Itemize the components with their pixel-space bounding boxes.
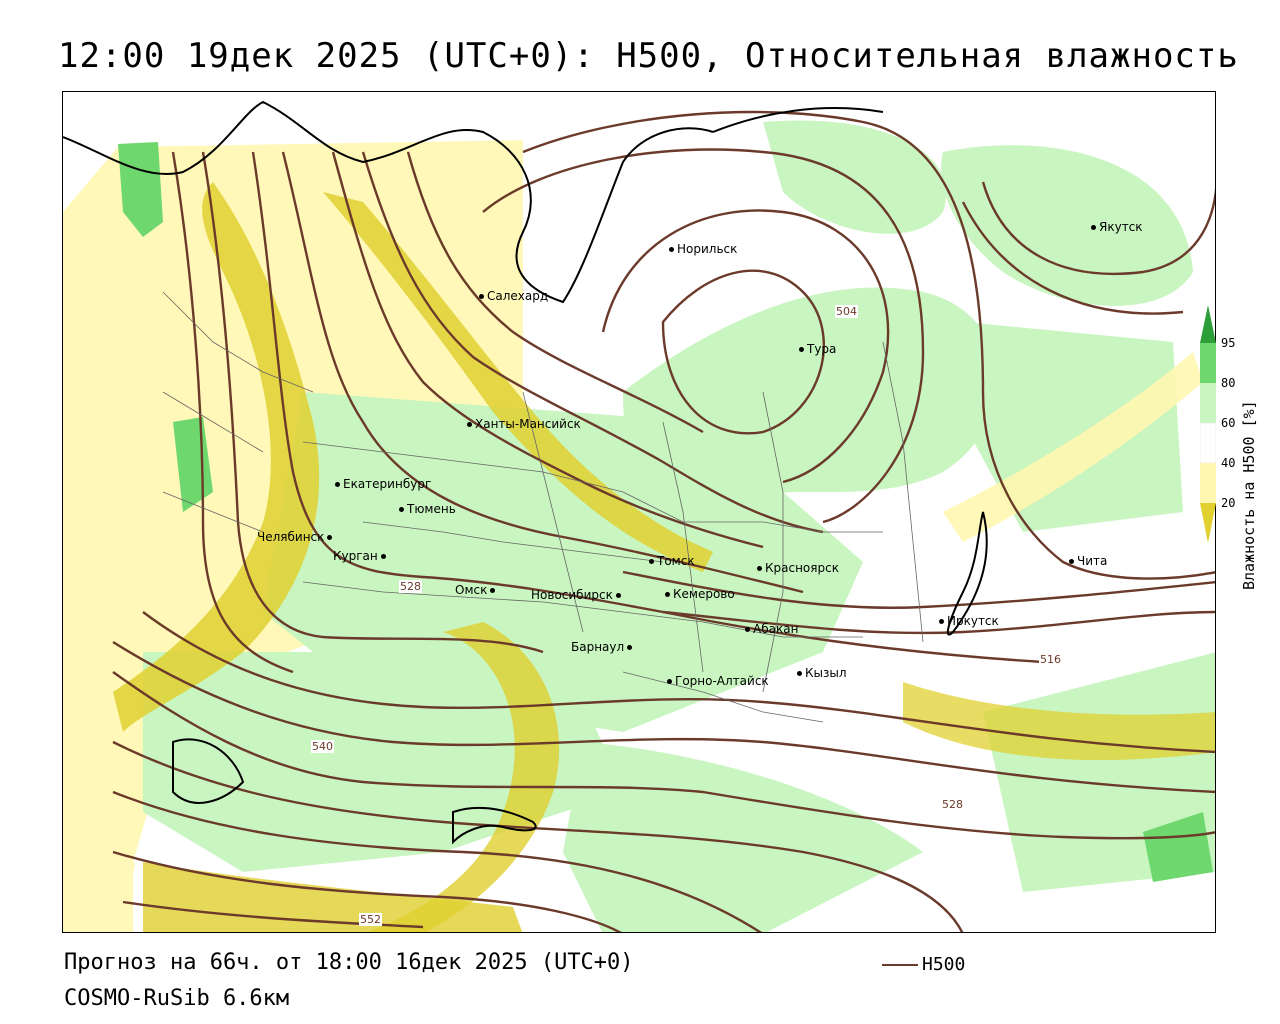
h500-legend-label: H500 — [922, 954, 966, 975]
city-kurgan: Курган — [333, 549, 389, 563]
city-label: Норильск — [677, 242, 738, 256]
humidity-field — [63, 120, 1215, 932]
colorbar-tick: 40 — [1221, 456, 1236, 470]
colorbar-60 — [1200, 383, 1216, 423]
city-dot-icon — [939, 619, 944, 624]
city-dot-icon — [1069, 559, 1074, 564]
colorbar-tick: 95 — [1221, 336, 1236, 350]
city-dot-icon — [757, 566, 762, 571]
city-tyumen: Тюмень — [399, 502, 456, 516]
city-yekaterinburg: Екатеринбург — [335, 477, 431, 491]
city-label: Курган — [333, 549, 378, 563]
city-label: Иркутск — [947, 614, 999, 628]
colorbar-title-text: Влажность на H500 [%] — [1240, 400, 1258, 590]
city-label: Новосибирск — [531, 588, 613, 602]
city-dot-icon — [627, 645, 633, 650]
humidity-colorbar — [1200, 305, 1216, 543]
colorbar-80 — [1200, 343, 1216, 383]
city-dot-icon — [667, 679, 672, 684]
colorbar-tick: 60 — [1221, 416, 1236, 430]
map-title: 12:00 19дек 2025 (UTC+0): H500, Относите… — [58, 36, 1239, 76]
city-label: Салехард — [487, 289, 549, 303]
city-khanty-mansiysk: Ханты-Мансийск — [467, 417, 581, 431]
city-label: Красноярск — [765, 561, 839, 575]
contour-label: 540 — [311, 740, 334, 753]
contour-label: 552 — [359, 913, 382, 926]
city-chelyabinsk: Челябинск — [257, 530, 335, 544]
city-dot-icon — [490, 588, 496, 593]
city-dot-icon — [669, 247, 674, 252]
city-tura: Тура — [799, 342, 836, 356]
city-dot-icon — [649, 559, 654, 564]
colorbar-40 — [1200, 422, 1216, 464]
city-label: Чита — [1077, 554, 1108, 568]
city-label: Кызыл — [805, 666, 847, 680]
colorbar-95 — [1200, 305, 1216, 343]
city-tomsk: Томск — [649, 554, 695, 568]
city-dot-icon — [1091, 225, 1096, 230]
city-norilsk: Норильск — [669, 242, 737, 256]
city-label: Горно-Алтайск — [675, 674, 769, 688]
colorbar-0 — [1200, 503, 1216, 543]
city-omsk: Омск — [455, 583, 498, 597]
contour-label: 504 — [835, 305, 858, 318]
contour-label: 516 — [1039, 653, 1062, 666]
city-abakan: Абакан — [745, 622, 798, 636]
city-dot-icon — [335, 482, 340, 487]
contour-label: 528 — [941, 798, 964, 811]
city-kyzyl: Кызыл — [797, 666, 847, 680]
contour-label: 528 — [399, 580, 422, 593]
city-label: Томск — [657, 554, 695, 568]
coastline — [63, 100, 988, 845]
city-dot-icon — [380, 554, 386, 559]
city-label: Ханты-Мансийск — [475, 417, 581, 431]
city-label: Барнаул — [571, 640, 625, 654]
city-barnaul: Барнаул — [571, 640, 635, 654]
city-chita: Чита — [1069, 554, 1107, 568]
city-label: Челябинск — [257, 530, 325, 544]
city-label: Абакан — [753, 622, 799, 636]
h500-line-swatch — [882, 963, 918, 966]
city-label: Тюмень — [407, 502, 456, 516]
city-label: Омск — [455, 583, 488, 597]
city-label: Екатеринбург — [343, 477, 432, 491]
city-kemerovo: Кемерово — [665, 587, 735, 601]
h500-contours — [112, 110, 1215, 932]
city-label: Тура — [807, 342, 837, 356]
city-label: Кемерово — [673, 587, 735, 601]
h500-legend: H500 — [882, 954, 965, 975]
city-dot-icon — [799, 347, 804, 352]
city-label: Якутск — [1099, 220, 1143, 234]
city-dot-icon — [327, 535, 333, 540]
city-dot-icon — [467, 422, 472, 427]
colorbar-20 — [1200, 463, 1216, 503]
city-dot-icon — [615, 593, 621, 598]
region-borders — [162, 291, 924, 723]
city-gorno-altaysk: Горно-Алтайск — [667, 674, 769, 688]
colorbar-tick: 20 — [1221, 496, 1236, 510]
city-dot-icon — [665, 592, 670, 597]
city-salekhard: Салехард — [479, 289, 548, 303]
map-canvas — [63, 100, 1215, 932]
city-yakutsk: Якутск — [1091, 220, 1143, 234]
city-novosibirsk: Новосибирск — [531, 588, 624, 602]
city-dot-icon — [797, 671, 802, 676]
city-dot-icon — [745, 627, 750, 632]
city-dot-icon — [479, 294, 484, 299]
weather-map: Якутск Норильск Салехард Тура Ханты-Манс… — [62, 91, 1216, 933]
colorbar-title: Влажность на H500 [%] — [1240, 320, 1260, 590]
city-krasnoyarsk: Красноярск — [757, 561, 839, 575]
model-name: COSMO-RuSib 6.6км — [64, 986, 290, 1011]
forecast-info: Прогноз на 66ч. от 18:00 16дек 2025 (UTC… — [64, 950, 634, 975]
city-irkutsk: Иркутск — [939, 614, 999, 628]
city-dot-icon — [399, 507, 404, 512]
colorbar-tick: 80 — [1221, 376, 1236, 390]
